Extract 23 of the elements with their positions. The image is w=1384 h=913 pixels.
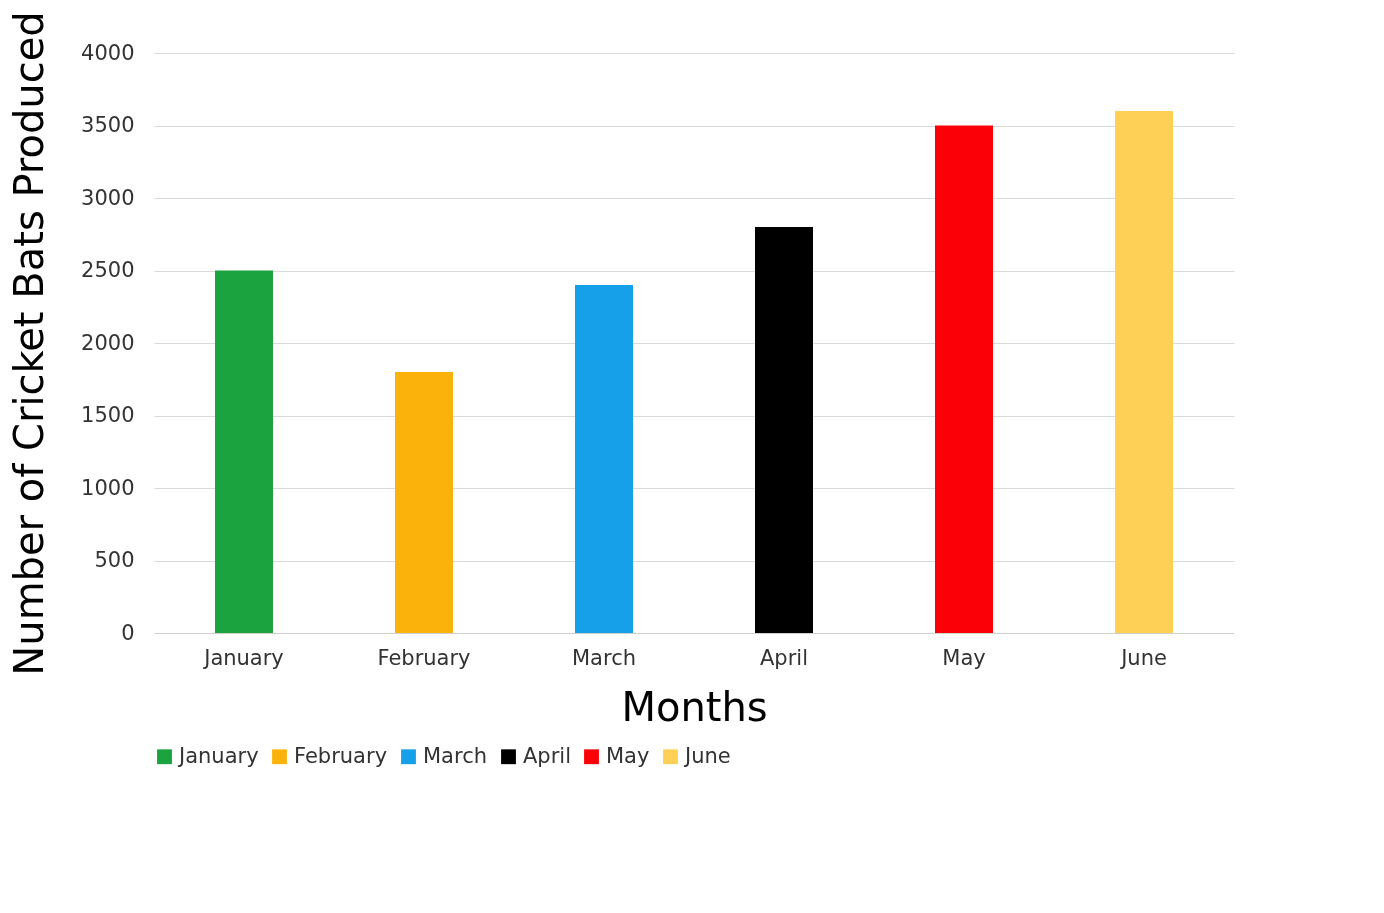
y-axis-title: Number of Cricket Bats Produced: [6, 11, 53, 676]
legend-label: April: [523, 743, 571, 768]
y-tick-label: 3500: [81, 113, 135, 137]
x-tick-label: April: [760, 645, 808, 670]
x-tick-label: March: [571, 645, 637, 670]
legend-label: March: [423, 743, 488, 768]
y-tick-label: 1000: [81, 475, 135, 500]
legend-label: June: [683, 743, 731, 768]
y-tick-label: 4000: [81, 40, 135, 65]
y-tick-label: 500: [94, 548, 135, 572]
x-tick-label: June: [1119, 645, 1167, 670]
y-tick-label: 3000: [81, 185, 135, 210]
x-tick-label: May: [942, 645, 986, 670]
y-tick-label: 1500: [81, 403, 135, 427]
legend-label: February: [294, 743, 388, 768]
y-tick-label: 0: [121, 620, 135, 645]
x-tick-label: February: [377, 645, 471, 670]
y-tick-label: 2000: [81, 330, 135, 355]
legend-label: May: [606, 743, 650, 768]
y-tick-label: 2500: [81, 258, 135, 282]
legend-label: January: [177, 743, 259, 768]
x-tick-label: January: [202, 645, 284, 670]
x-axis-title: Months: [621, 683, 768, 730]
